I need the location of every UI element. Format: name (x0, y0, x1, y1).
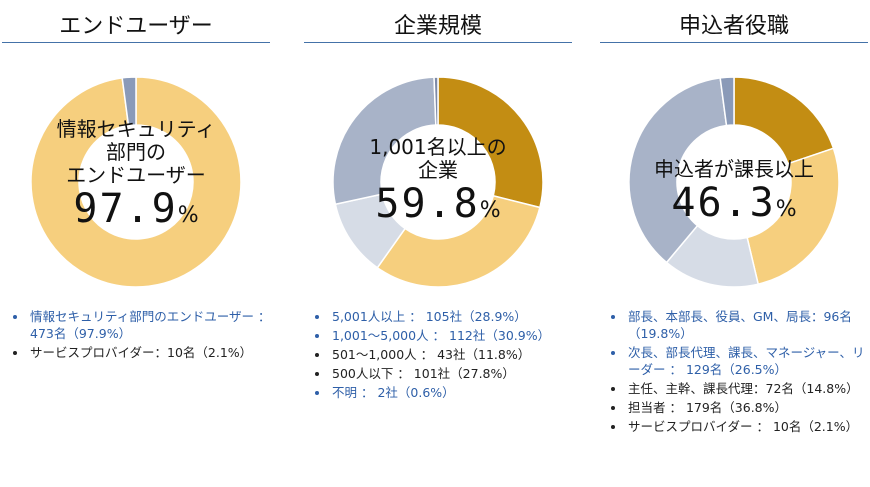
title-divider (600, 42, 868, 43)
title-divider (304, 42, 572, 43)
donut-slice-3 (628, 77, 728, 264)
donut-slice-4 (719, 76, 735, 127)
center-value: 46.3% (600, 181, 868, 232)
center-label-line: 申込者が課長以上 (654, 157, 814, 181)
center-value-unit: % (177, 203, 199, 228)
center-value-unit: % (479, 198, 501, 223)
legend-item: 不明 ： 2社（0.6%） (330, 384, 580, 401)
donut-slice-1 (376, 194, 541, 288)
title-divider (2, 42, 270, 43)
legend-item: 部長、本部長、役員、GM、局長：96名（19.8%） (626, 308, 870, 342)
chart-panel-end-user: エンドユーザー 情報セキュリティ 部門の エンドユーザー 97.9% 情報セキュ… (2, 0, 270, 487)
legend-item: 1,001～5,000人 ： 112社（30.9%） (330, 327, 580, 344)
center-label-line: 企業 (418, 158, 458, 182)
legend-item: 情報セキュリティ部門のエンドユーザー ： 473名（97.9%） (28, 308, 278, 342)
legend-list: 情報セキュリティ部門のエンドユーザー ： 473名（97.9%） サービスプロバイ… (10, 308, 278, 363)
legend-item: 次長、部長代理、課長、マネージャー、リーダー ： 129名（26.5%） (626, 344, 870, 378)
legend-item: 500人以下 ： 101社（27.8%） (330, 365, 580, 382)
legend-item: 5,001人以上 ： 105社（28.9%） (330, 308, 580, 325)
center-value-unit: % (775, 197, 797, 222)
center-value: 59.8% (304, 182, 572, 233)
center-value: 97.9% (2, 187, 270, 238)
donut-chart (30, 76, 242, 288)
legend-list: 5,001人以上 ： 105社（28.9%） 1,001～5,000人 ： 112… (312, 308, 580, 403)
center-value-number: 46.3 (671, 180, 776, 226)
legend-item: 担当者 ： 179名（36.8%） (626, 399, 870, 416)
center-label-line: 情報セキュリティ (56, 117, 216, 141)
donut-slice-3 (332, 76, 437, 206)
chart-title: 申込者役職 (678, 14, 789, 39)
donut-chart (332, 76, 544, 288)
chart-panel-company-size: 企業規模 1,001名以上の 企業 59.8% 5,001人以上 ： 105社（… (304, 0, 572, 487)
legend-list: 部長、本部長、役員、GM、局長：96名（19.8%）次長、部長代理、課長、マネー… (608, 308, 870, 437)
center-annotation: 1,001名以上の 企業 59.8% (304, 136, 572, 233)
center-value-number: 97.9 (73, 186, 178, 232)
donut-slice-1 (746, 147, 840, 286)
center-label-line: エンドユーザー (66, 163, 206, 187)
legend-item: サービスプロバイダー ： 10名（2.1%） (626, 418, 870, 435)
legend-item: 501～1,000人 ： 43社（11.8%） (330, 346, 580, 363)
center-label-line: 1,001名以上の (369, 135, 507, 159)
chart-title: 企業規模 (393, 14, 482, 39)
center-annotation: 申込者が課長以上 46.3% (600, 158, 868, 232)
donut-slice-0 (733, 76, 835, 165)
donut-chart (628, 76, 840, 288)
chart-panel-applicant-position: 申込者役職 申込者が課長以上 46.3% 部長、本部長、役員、GM、局長：96名… (600, 0, 868, 487)
center-label-line: 部門の (106, 140, 166, 164)
legend-item: 主任、主幹、課長代理：72名（14.8%） (626, 380, 870, 397)
center-value-number: 59.8 (375, 181, 480, 227)
chart-title: エンドユーザー (59, 14, 213, 39)
donut-slice-0 (437, 76, 544, 209)
donut-slice-4 (433, 76, 439, 126)
donut-slice-0 (30, 76, 242, 288)
center-annotation: 情報セキュリティ 部門の エンドユーザー 97.9% (2, 118, 270, 238)
donut-slice-1 (121, 76, 137, 127)
legend-item: サービスプロバイダー：10名（2.1%） (28, 344, 278, 361)
